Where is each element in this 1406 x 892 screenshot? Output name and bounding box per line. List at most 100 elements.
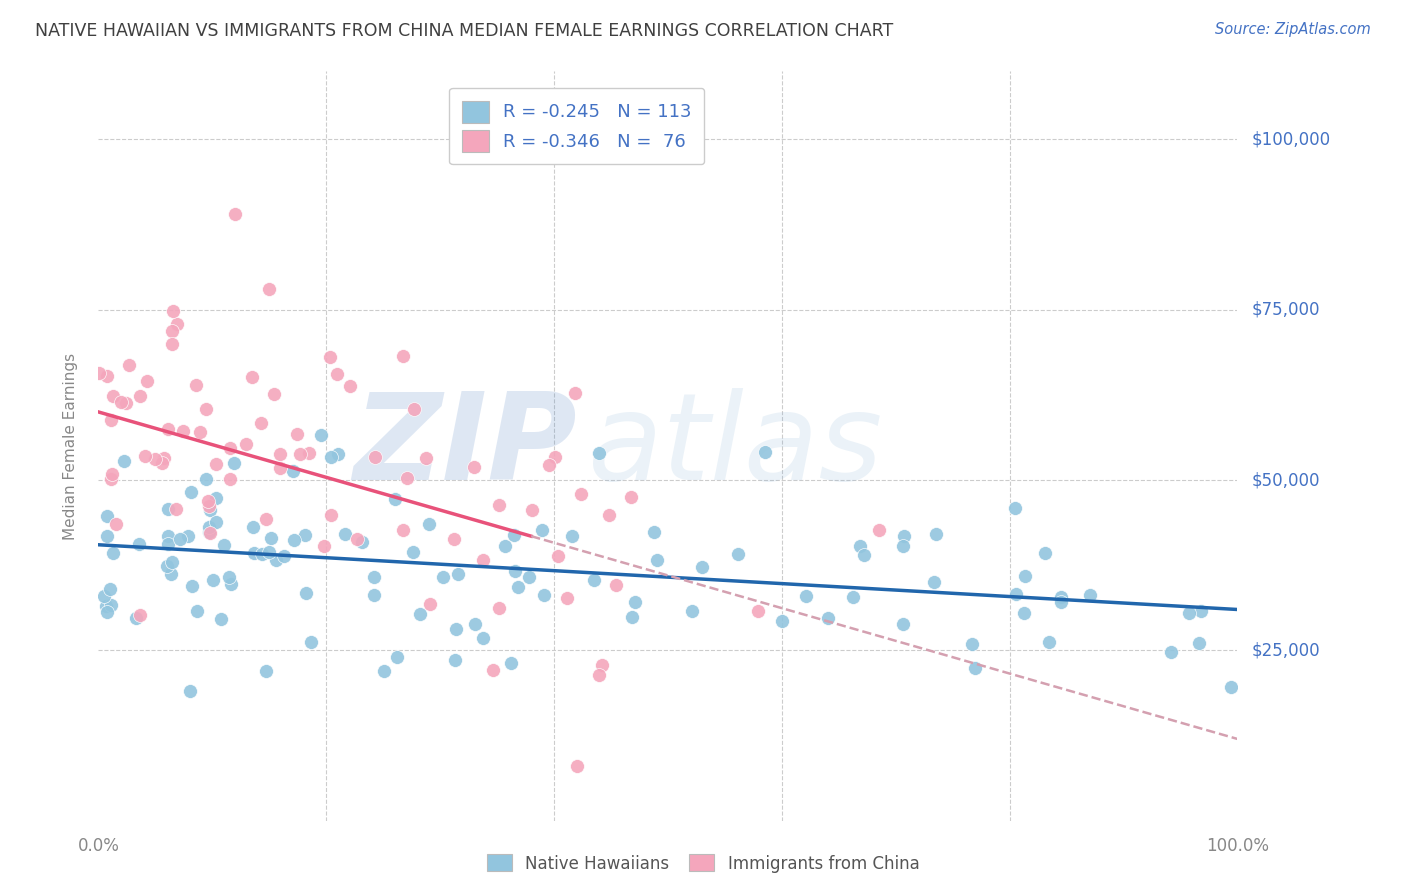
Point — [395, 471, 418, 485]
Point — [240, 369, 263, 384]
Text: NATIVE HAWAIIAN VS IMMIGRANTS FROM CHINA MEDIAN FEMALE EARNINGS CORRELATION CHAR: NATIVE HAWAIIAN VS IMMIGRANTS FROM CHINA… — [35, 22, 893, 40]
Point — [620, 490, 643, 504]
Point — [299, 635, 322, 649]
Point — [555, 591, 578, 605]
Point — [754, 445, 776, 459]
Point — [605, 578, 627, 592]
Point — [184, 377, 207, 392]
Point — [269, 447, 291, 461]
Point — [415, 451, 437, 466]
Point — [294, 528, 316, 542]
Point — [242, 520, 264, 534]
Point — [404, 402, 426, 417]
Point — [517, 569, 540, 583]
Point — [201, 573, 224, 587]
Point — [443, 653, 465, 667]
Point — [494, 539, 516, 553]
Point — [1219, 680, 1241, 694]
Point — [891, 539, 914, 553]
Point — [249, 416, 271, 430]
Point — [564, 386, 586, 401]
Point — [156, 558, 179, 573]
Point — [259, 282, 281, 296]
Point — [472, 552, 495, 566]
Point — [125, 611, 148, 625]
Point — [373, 665, 395, 679]
Point — [166, 502, 188, 516]
Point — [153, 450, 176, 465]
Point — [432, 570, 454, 584]
Point — [218, 570, 240, 584]
Point — [503, 564, 526, 578]
Point — [598, 508, 620, 522]
Point — [285, 426, 308, 441]
Point — [463, 460, 485, 475]
Point — [1038, 634, 1060, 648]
Point — [1014, 569, 1036, 583]
Point — [195, 472, 218, 486]
Point — [419, 597, 441, 611]
Point — [520, 502, 543, 516]
Point — [384, 492, 406, 507]
Point — [172, 425, 194, 439]
Point — [962, 637, 984, 651]
Text: atlas: atlas — [588, 387, 883, 505]
Point — [588, 668, 610, 682]
Point — [488, 498, 510, 512]
Point — [100, 413, 122, 427]
Point — [418, 516, 440, 531]
Point — [849, 540, 872, 554]
Point — [145, 451, 167, 466]
Point — [96, 599, 118, 613]
Point — [224, 457, 246, 471]
Point — [129, 608, 152, 623]
Point — [273, 549, 295, 563]
Point — [1004, 587, 1026, 601]
Point — [339, 378, 361, 392]
Point — [530, 523, 553, 537]
Point — [681, 604, 703, 618]
Point — [311, 428, 333, 442]
Point — [281, 464, 304, 478]
Text: $50,000: $50,000 — [1251, 471, 1320, 489]
Text: $25,000: $25,000 — [1251, 641, 1320, 659]
Point — [363, 588, 385, 602]
Point — [314, 539, 336, 553]
Point — [893, 529, 915, 543]
Point — [727, 547, 749, 561]
Point — [100, 599, 122, 613]
Point — [177, 529, 200, 543]
Point — [263, 387, 285, 401]
Point — [842, 591, 865, 605]
Point — [219, 441, 242, 455]
Point — [160, 325, 183, 339]
Text: Source: ZipAtlas.com: Source: ZipAtlas.com — [1215, 22, 1371, 37]
Text: $100,000: $100,000 — [1251, 130, 1330, 148]
Point — [770, 614, 793, 628]
Point — [100, 473, 122, 487]
Point — [501, 656, 523, 670]
Point — [588, 446, 610, 460]
Point — [104, 516, 127, 531]
Point — [392, 523, 415, 537]
Point — [209, 612, 232, 626]
Point — [891, 617, 914, 632]
Point — [537, 458, 560, 472]
Point — [118, 358, 141, 372]
Point — [150, 456, 173, 470]
Point — [346, 532, 368, 546]
Point — [194, 402, 217, 417]
Point — [235, 437, 257, 451]
Point — [444, 622, 467, 636]
Point — [747, 604, 769, 618]
Point — [503, 527, 526, 541]
Point — [643, 524, 665, 539]
Point — [318, 350, 340, 364]
Point — [506, 580, 529, 594]
Point — [488, 601, 510, 615]
Point — [259, 545, 281, 559]
Point — [254, 665, 277, 679]
Text: $75,000: $75,000 — [1251, 301, 1320, 318]
Point — [214, 538, 236, 552]
Point — [98, 582, 121, 596]
